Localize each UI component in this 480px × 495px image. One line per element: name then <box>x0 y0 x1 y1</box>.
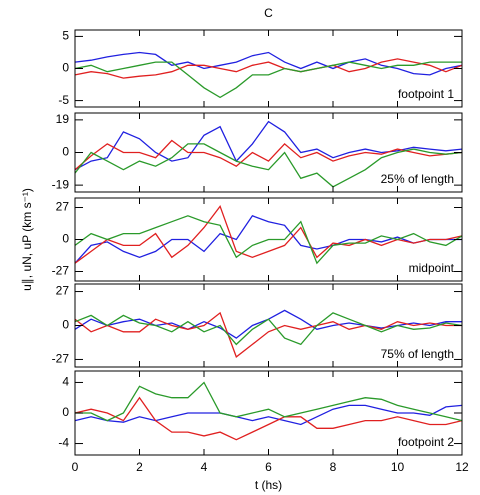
panel-label: midpoint <box>409 261 455 275</box>
panel-label: 75% of length <box>381 347 454 361</box>
series-line <box>74 215 463 265</box>
y-tick-label: 4 <box>62 375 69 389</box>
series-line <box>74 120 463 171</box>
y-tick-label: -19 <box>52 177 70 191</box>
series-line <box>74 143 463 188</box>
series-line <box>74 58 463 79</box>
panel-label: footpoint 2 <box>398 435 454 449</box>
y-tick-label: -5 <box>58 93 69 107</box>
x-tick-label: 2 <box>136 460 143 474</box>
panel-label: footpoint 1 <box>398 87 454 101</box>
x-tick-label: 8 <box>330 460 337 474</box>
y-tick-label: 0 <box>62 318 69 332</box>
series-line <box>74 309 462 339</box>
y-tick-label: -4 <box>58 436 69 450</box>
series-line <box>74 61 462 99</box>
y-tick-label: -27 <box>52 264 70 278</box>
y-axis-label: u∥, uN, uP (km s⁻¹) <box>20 188 34 291</box>
panel-label: 25% of length <box>381 172 454 186</box>
y-tick-label: 5 <box>62 29 69 43</box>
x-tick-label: 6 <box>265 460 272 474</box>
series-line <box>74 396 463 441</box>
x-axis-label: t (hs) <box>255 478 282 492</box>
y-tick-label: 27 <box>56 200 70 214</box>
y-tick-label: 0 <box>62 61 69 75</box>
series-line <box>74 215 462 264</box>
series-line <box>74 404 463 426</box>
y-tick-label: 19 <box>56 112 70 126</box>
x-tick-label: 10 <box>391 460 405 474</box>
y-tick-label: 0 <box>62 145 69 159</box>
series-line <box>74 312 463 346</box>
y-tick-label: 0 <box>62 232 69 246</box>
y-tick-label: 0 <box>62 405 69 419</box>
chart-title: C <box>264 6 273 20</box>
x-tick-label: 4 <box>201 460 208 474</box>
series-line <box>74 51 463 76</box>
x-tick-label: 12 <box>455 460 469 474</box>
x-tick-label: 0 <box>72 460 79 474</box>
y-tick-label: 27 <box>56 284 70 298</box>
series-line <box>74 139 463 171</box>
y-tick-label: -27 <box>52 352 70 366</box>
series-line <box>74 311 462 358</box>
series-line <box>75 381 463 422</box>
